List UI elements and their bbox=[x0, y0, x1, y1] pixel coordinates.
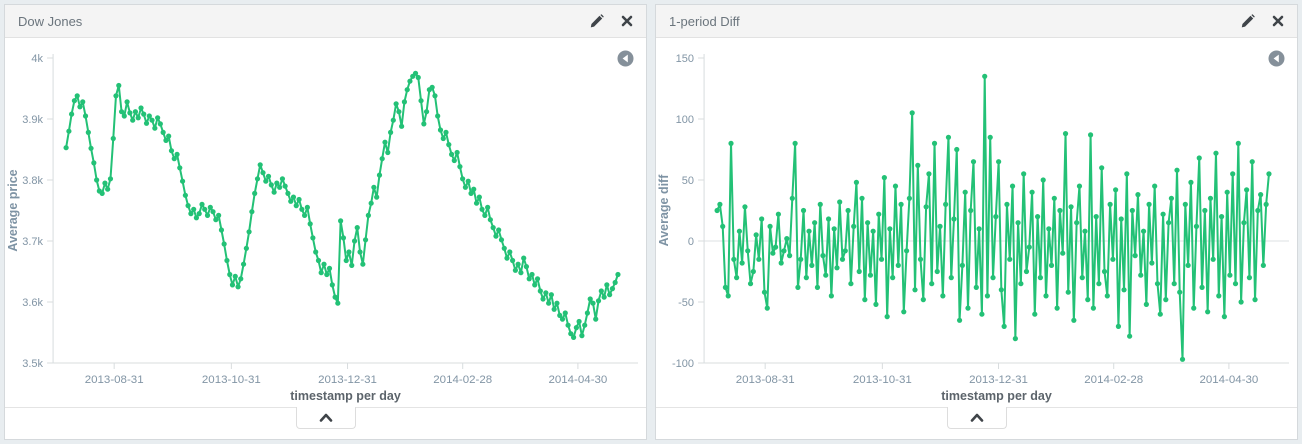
panel-title: 1-period Diff bbox=[669, 13, 740, 29]
panel-dow-jones: Dow Jones 4k 3.9k 3.8k 3.7k 3.6k 3.5k 2013-08-… bbox=[4, 4, 647, 440]
panel-footer bbox=[5, 407, 646, 441]
undo-zoom-icon[interactable] bbox=[617, 50, 634, 67]
svg-text:3.6k: 3.6k bbox=[22, 297, 43, 309]
svg-text:3.8k: 3.8k bbox=[22, 175, 43, 187]
edit-panel-icon[interactable] bbox=[589, 13, 604, 29]
svg-text:2013-08-31: 2013-08-31 bbox=[85, 374, 144, 386]
svg-text:2013-10-31: 2013-10-31 bbox=[202, 374, 261, 386]
chart-body: 4k 3.9k 3.8k 3.7k 3.6k 3.5k 2013-08-31 2013-10-… bbox=[5, 38, 646, 407]
svg-text:50: 50 bbox=[682, 175, 694, 187]
panel-1-period-diff: 1-period Diff 150 100 50 0 -50 -100 2013-08-31… bbox=[655, 4, 1298, 440]
panel-title: Dow Jones bbox=[18, 13, 83, 29]
svg-text:timestamp per day: timestamp per day bbox=[941, 389, 1052, 403]
svg-text:Average price: Average price bbox=[6, 169, 20, 251]
chevron-up-icon bbox=[319, 413, 332, 422]
svg-text:Average diff: Average diff bbox=[657, 174, 671, 247]
svg-text:-50: -50 bbox=[678, 297, 694, 309]
svg-text:3.5k: 3.5k bbox=[22, 358, 43, 370]
chart-body: 150 100 50 0 -50 -100 2013-08-31 2013-10-31 2013… bbox=[656, 38, 1297, 407]
dow-jones-line-chart[interactable]: 4k 3.9k 3.8k 3.7k 3.6k 3.5k 2013-08-31 2013-10-… bbox=[5, 38, 646, 407]
svg-text:2013-12-31: 2013-12-31 bbox=[969, 374, 1028, 386]
svg-text:2014-02-28: 2014-02-28 bbox=[1084, 374, 1143, 386]
collapse-panel-button[interactable] bbox=[295, 407, 356, 429]
remove-panel-icon[interactable] bbox=[1272, 15, 1284, 27]
collapse-panel-button[interactable] bbox=[946, 407, 1007, 429]
svg-text:timestamp per day: timestamp per day bbox=[290, 389, 401, 403]
diff-line-chart[interactable]: 150 100 50 0 -50 -100 2013-08-31 2013-10-31 2013… bbox=[656, 38, 1297, 407]
chevron-up-icon bbox=[970, 413, 983, 422]
svg-text:3.9k: 3.9k bbox=[22, 114, 43, 126]
edit-panel-icon[interactable] bbox=[1240, 13, 1255, 29]
remove-panel-icon[interactable] bbox=[621, 15, 633, 27]
svg-text:2014-02-28: 2014-02-28 bbox=[433, 374, 492, 386]
panel-header: Dow Jones bbox=[5, 5, 646, 38]
svg-text:2014-04-30: 2014-04-30 bbox=[548, 374, 607, 386]
svg-text:150: 150 bbox=[676, 53, 694, 65]
undo-zoom-icon[interactable] bbox=[1268, 50, 1285, 67]
svg-text:2013-10-31: 2013-10-31 bbox=[853, 374, 912, 386]
panel-header: 1-period Diff bbox=[656, 5, 1297, 38]
svg-text:0: 0 bbox=[688, 236, 694, 248]
svg-text:2013-08-31: 2013-08-31 bbox=[736, 374, 795, 386]
svg-text:4k: 4k bbox=[31, 53, 43, 65]
svg-text:2013-12-31: 2013-12-31 bbox=[318, 374, 377, 386]
svg-text:-100: -100 bbox=[672, 358, 694, 370]
svg-text:100: 100 bbox=[676, 114, 694, 126]
svg-text:3.7k: 3.7k bbox=[22, 236, 43, 248]
svg-text:2014-04-30: 2014-04-30 bbox=[1199, 374, 1258, 386]
panel-footer bbox=[656, 407, 1297, 441]
